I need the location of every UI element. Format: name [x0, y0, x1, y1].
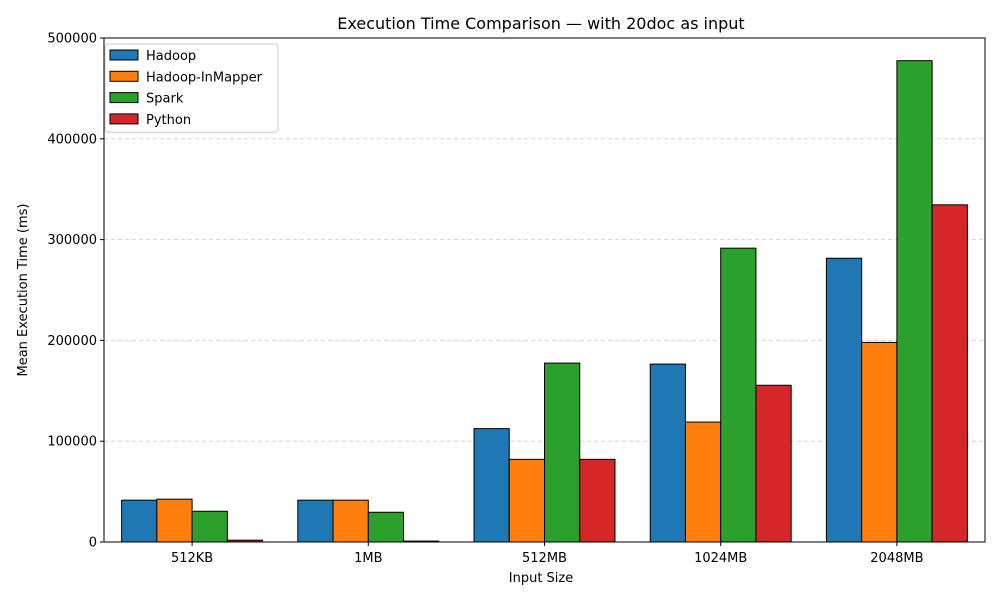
x-tick-label: 512KB	[171, 551, 213, 566]
y-tick-label: 0	[89, 536, 97, 551]
legend-box	[104, 43, 279, 133]
legend-label: Hadoop	[146, 49, 196, 64]
bar-hadoop-inmapper-512mb	[508, 458, 546, 543]
x-tick-label: 1024MB	[694, 551, 747, 566]
bar-spark-1024mb	[720, 247, 757, 543]
legend-label: Spark	[146, 92, 184, 107]
x-tick-label: 2048MB	[870, 551, 923, 566]
bar-spark-512mb	[544, 362, 581, 543]
y-tick-label: 200000	[47, 334, 97, 349]
bar-hadoop-512mb	[473, 428, 510, 543]
y-axis-label: Mean Execution Time (ms)	[16, 203, 31, 376]
chart-title: Execution Time Comparison — with 20doc a…	[337, 14, 744, 33]
x-axis-label: Input Size	[509, 571, 573, 586]
y-tick-label: 100000	[47, 435, 97, 450]
y-tick-label: 400000	[47, 132, 97, 147]
y-axis: 0 100000 200000 300000 400000 500000	[47, 32, 104, 551]
bar-hadoop-512kb	[121, 499, 158, 543]
bar-python-512mb	[579, 458, 616, 543]
bar-hadoop-inmapper-2048mb	[861, 341, 898, 543]
legend-swatch	[109, 92, 139, 104]
bar-python-1024mb	[755, 384, 792, 543]
y-tick-label: 300000	[47, 233, 97, 248]
bar-spark-1mb	[367, 511, 405, 543]
bar-python-2048mb	[931, 204, 968, 543]
legend-swatch	[109, 70, 139, 82]
x-tick-label: 512MB	[522, 551, 567, 566]
legend-label: Hadoop-InMapper	[146, 70, 263, 85]
legend-swatch	[109, 49, 139, 61]
legend-label: Python	[146, 113, 191, 128]
bar-spark-512kb	[191, 510, 228, 543]
x-tick-label: 1MB	[354, 551, 382, 566]
bars	[121, 60, 968, 543]
bar-spark-2048mb	[896, 60, 933, 543]
bar-hadoop-2048mb	[825, 257, 863, 543]
y-tick-label: 500000	[47, 32, 97, 47]
legend: Hadoop Hadoop-InMapper Spark Python	[104, 43, 279, 133]
bar-hadoop-inmapper-1mb	[332, 499, 369, 543]
x-axis: 512KB 1MB 512MB 1024MB 2048MB	[171, 542, 924, 566]
bar-hadoop-1024mb	[649, 363, 686, 543]
legend-swatch	[109, 113, 139, 125]
bar-hadoop-inmapper-512kb	[156, 498, 193, 543]
bar-hadoop-1mb	[297, 499, 334, 543]
bar-hadoop-inmapper-1024mb	[684, 421, 722, 543]
